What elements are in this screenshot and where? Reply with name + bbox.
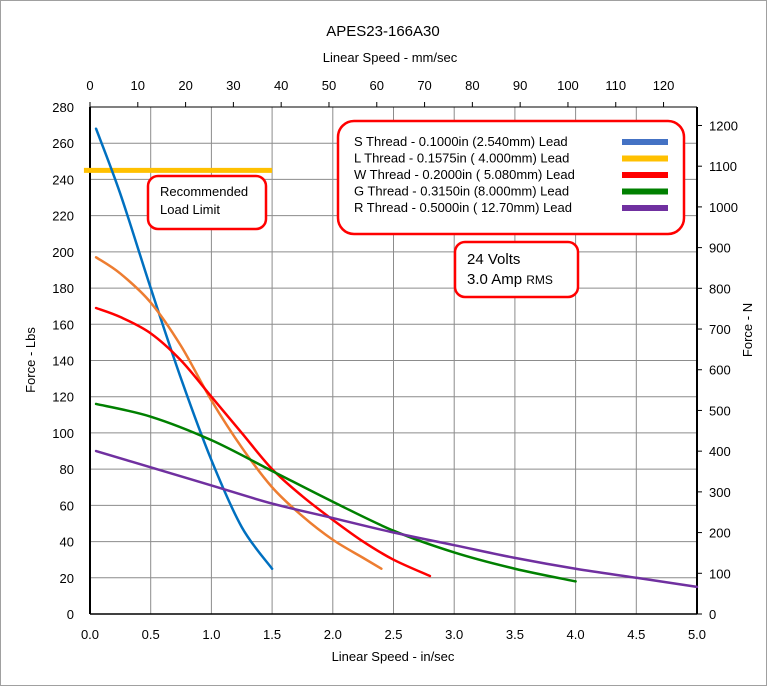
- load-limit-label-2: Load Limit: [160, 202, 220, 217]
- load-limit-callout: Recommended Load Limit: [146, 174, 268, 231]
- top-tick-label: 90: [513, 78, 527, 93]
- y-tick-label: 120: [52, 390, 74, 405]
- right-tick-label: 700: [709, 322, 731, 337]
- right-tick-label: 0: [709, 607, 716, 622]
- top-tick-label: 60: [370, 78, 384, 93]
- legend-label: G Thread - 0.3150in (8.000mm) Lead: [354, 184, 569, 199]
- voltage-label: 24 Volts: [467, 251, 520, 268]
- legend-swatch: [622, 205, 668, 211]
- top-tick-label: 80: [465, 78, 479, 93]
- right-axis-label: Force - N: [740, 303, 755, 357]
- top-tick-label: 10: [131, 78, 145, 93]
- y-tick-label: 40: [60, 535, 74, 550]
- legend-label: S Thread - 0.1000in (2.540mm) Lead: [354, 134, 568, 149]
- right-tick-label: 100: [709, 566, 731, 581]
- voltage-callout: 24 Volts 3.0 Amp RMS: [453, 240, 580, 299]
- top-tick-label: 30: [226, 78, 240, 93]
- y-tick-label: 240: [52, 172, 74, 187]
- x-tick-label: 4.5: [627, 627, 645, 642]
- series-line-4: [94, 449, 699, 589]
- legend-swatch: [622, 188, 668, 195]
- right-tick-label: 1000: [709, 200, 738, 215]
- series-line-0: [94, 127, 274, 570]
- current-label: 3.0 Amp RMS: [467, 271, 553, 288]
- series-line-2: [94, 306, 432, 578]
- right-tick-label: 1200: [709, 118, 738, 133]
- top-tick-label: 40: [274, 78, 288, 93]
- y-tick-label: 280: [52, 100, 74, 115]
- x-tick-label: 0.0: [81, 627, 99, 642]
- top-tick-label: 100: [557, 78, 579, 93]
- series-line-1: [94, 256, 383, 570]
- top-tick-label: 0: [86, 78, 93, 93]
- legend-label: W Thread - 0.2000in ( 5.080mm) Lead: [354, 167, 575, 182]
- legend-swatch: [622, 139, 668, 145]
- y-tick-label: 80: [60, 462, 74, 477]
- right-tick-label: 300: [709, 485, 731, 500]
- y-tick-label: 180: [52, 281, 74, 296]
- legend-swatch: [622, 172, 668, 178]
- left-axis-label: Force - Lbs: [23, 327, 38, 393]
- right-tick-label: 500: [709, 403, 731, 418]
- top-tick-label: 120: [653, 78, 675, 93]
- y-tick-label: 220: [52, 209, 74, 224]
- x-tick-label: 2.5: [384, 627, 402, 642]
- y-tick-label: 140: [52, 354, 74, 369]
- y-tick-label: 260: [52, 136, 74, 151]
- x-tick-label: 2.0: [324, 627, 342, 642]
- top-axis-label: Linear Speed - mm/sec: [323, 50, 458, 65]
- y-tick-label: 200: [52, 245, 74, 260]
- y-tick-label: 60: [60, 498, 74, 513]
- y-tick-label: 0: [67, 607, 74, 622]
- right-tick-label: 1100: [709, 159, 737, 174]
- right-tick-label: 200: [709, 526, 731, 541]
- legend-label: L Thread - 0.1575in ( 4.000mm) Lead: [354, 151, 569, 166]
- legend-label: R Thread - 0.5000in ( 12.70mm) Lead: [354, 200, 572, 215]
- x-tick-label: 1.5: [263, 627, 281, 642]
- series-group: [83, 127, 699, 589]
- top-tick-label: 110: [605, 78, 626, 93]
- x-tick-label: 0.5: [142, 627, 160, 642]
- y-tick-label: 20: [60, 571, 74, 586]
- bottom-axis-label: Linear Speed - in/sec: [332, 649, 455, 664]
- right-tick-label: 600: [709, 363, 731, 378]
- x-tick-label: 4.0: [567, 627, 585, 642]
- y-tick-label: 100: [52, 426, 74, 441]
- right-tick-label: 400: [709, 444, 731, 459]
- x-tick-label: 1.0: [202, 627, 220, 642]
- right-tick-label: 800: [709, 281, 731, 296]
- axes: 0.0 0.5 1.0 1.5 2.0 2.5 3.0 3.5 4.0 4.5 5.00204060…: [52, 78, 738, 642]
- series-line-3: [94, 402, 577, 583]
- chart-title: APES23-166A30: [326, 23, 439, 40]
- right-tick-label: 900: [709, 241, 731, 256]
- x-tick-label: 5.0: [688, 627, 706, 642]
- x-tick-label: 3.5: [506, 627, 524, 642]
- y-tick-label: 160: [52, 317, 74, 332]
- legend-swatch: [622, 155, 668, 162]
- top-tick-label: 20: [178, 78, 192, 93]
- x-tick-label: 3.0: [445, 627, 463, 642]
- legend: S Thread - 0.1000in (2.540mm) Lead L Thre…: [336, 119, 686, 236]
- top-tick-label: 50: [322, 78, 336, 93]
- load-limit-label-1: Recommended: [160, 184, 248, 199]
- top-tick-label: 70: [417, 78, 431, 93]
